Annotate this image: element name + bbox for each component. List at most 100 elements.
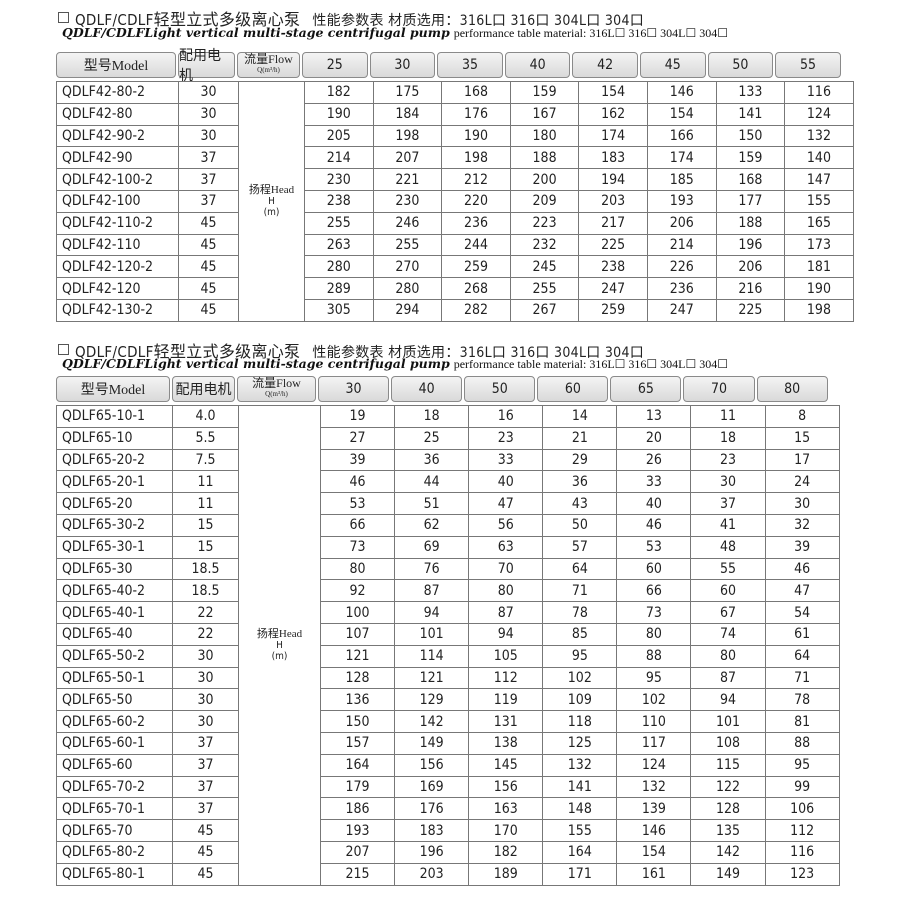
head-value-cell: 206 [715,255,786,279]
head-unit: (m) [271,650,288,662]
header-flow-value: 42 [572,52,638,78]
head-value-cell: 73 [319,535,396,559]
head-value-cell: 67 [690,601,766,624]
table-row: QDLF42-120-2 45 280 270 259 245 238 226 206 181 [56,255,854,279]
head-value-cell: 162 [578,102,648,126]
head-value-cell: 168 [441,81,511,104]
head-value-cell: 36 [542,470,618,494]
head-label-cell: 扬程Head H (m) [238,81,305,322]
model-cell: QDLF42-90-2 [56,124,179,148]
head-value-cell: 188 [715,211,786,235]
head-value-cell: 110 [616,710,692,733]
head-value-cell: 132 [616,775,692,799]
head-value-cell: 131 [468,710,544,733]
head-value-cell: 15 [764,426,840,450]
head-value-cell: 26 [616,448,692,472]
head-label: 扬程Head [256,627,303,640]
model-cell: QDLF42-130-2 [56,298,179,322]
table-row: QDLF65-30-2 15 66 62 56 50 46 41 32 [56,513,840,537]
table-row: QDLF42-110 45 263 255 244 232 225 214 196 173 [56,233,854,257]
head-value-cell: 43 [542,492,618,515]
head-value-cell: 142 [690,840,766,864]
title-spec: 性能参数表 材质选用：316L口 316口 304L口 304口 [312,345,645,361]
head-value-cell: 46 [319,470,396,494]
head-value-cell: 159 [509,81,580,104]
motor-cell: 11 [172,492,239,515]
model-cell: QDLF65-60 [56,753,173,777]
motor-cell: 37 [172,797,239,821]
motor-cell: 45 [172,862,239,886]
table-row: QDLF65-30 18.5 80 76 70 64 60 55 46 [56,557,840,581]
title-spec: 性能参数表 材质选用：316L口 316口 304L口 304口 [312,13,645,29]
table-row: QDLF42-100 37 238 230 220 209 203 193 177 155 [56,189,854,213]
model-cell: QDLF42-80-2 [56,81,179,104]
head-value-cell: 174 [578,124,648,148]
head-label-cell: 扬程Head H (m) [238,405,321,886]
model-cell: QDLF65-50-2 [56,644,173,668]
table-row: QDLF65-70-1 37 186 176 163 148 139 128 106 [56,797,840,821]
head-value-cell: 255 [509,277,580,300]
head-value-cell: 221 [372,168,443,191]
head-value-cell: 11 [690,405,766,428]
model-cell: QDLF42-120 [56,277,179,300]
head-value-cell: 148 [542,797,618,821]
head-value-cell: 141 [715,102,786,126]
head-value-cell: 80 [319,557,396,581]
table-row: QDLF65-10-1 4.0 扬程Head H (m) 19 18 16 14 13 11 8 [56,405,840,886]
subtitle-rest: performance table material: 316L☐ 316☐ 3… [453,26,729,40]
head-value-cell: 64 [764,644,840,668]
motor-cell: 22 [172,622,239,646]
head-value-cell: 165 [784,211,854,235]
head-value-cell: 23 [690,448,766,472]
head-value-cell: 66 [319,513,396,537]
motor-cell: 30 [172,666,239,690]
head-value-cell: 101 [394,622,470,646]
head-value-cell: 85 [542,622,618,646]
head-value-cell: 190 [784,277,854,300]
head-value-cell: 102 [542,666,618,690]
head-value-cell: 164 [542,840,618,864]
head-value-cell: 78 [764,688,840,712]
motor-cell: 45 [178,298,239,322]
header-flow-value: 35 [437,52,503,78]
head-value-cell: 41 [690,513,766,537]
head-value-cell: 124 [784,102,854,126]
head-value-cell: 94 [468,622,544,646]
head-value-cell: 149 [394,731,470,755]
table-row: QDLF65-70-2 37 179 169 156 141 132 122 99 [56,775,840,799]
header-flow-value: 30 [318,376,390,402]
head-value-cell: 217 [578,211,648,235]
table-title: QDLF/CDLF轻型立式多级离心泵 性能参数表 材质选用：316L口 316口 … [58,338,644,362]
table-row: QDLF65-60-2 30 150 142 131 118 110 101 81 [56,710,840,733]
head-value-cell: 81 [764,710,840,733]
model-cell: QDLF42-110-2 [56,211,179,235]
head-value-cell: 16 [468,405,544,428]
head-value-cell: 157 [319,731,396,755]
head-value-cell: 305 [304,298,374,322]
model-cell: QDLF42-110 [56,233,179,257]
head-value-cell: 17 [764,448,840,472]
table-row: QDLF42-90-2 30 205 198 190 180 174 166 150 132 [56,124,854,148]
motor-cell: 30 [172,644,239,668]
head-value-cell: 186 [319,797,396,821]
head-value-cell: 54 [764,601,840,624]
header-flow: 流量Flow Q(m³/h) [237,376,316,402]
head-value-cell: 294 [372,298,443,322]
head-value-cell: 246 [372,211,443,235]
model-cell: QDLF42-120-2 [56,255,179,279]
motor-cell: 30 [172,710,239,733]
head-value-cell: 128 [319,666,396,690]
motor-cell: 37 [178,189,239,213]
head-value-cell: 69 [394,535,470,559]
head-value-cell: 205 [304,124,374,148]
head-value-cell: 155 [542,819,618,842]
head-value-cell: 207 [319,840,396,864]
head-value-cell: 47 [468,492,544,515]
header-flow-value: 30 [369,52,436,78]
head-value-cell: 214 [646,233,717,257]
head-symbol: H [276,639,283,651]
head-value-cell: 88 [616,644,692,668]
head-value-cell: 129 [394,688,470,712]
head-value-cell: 133 [715,81,786,104]
head-value-cell: 102 [616,688,692,712]
